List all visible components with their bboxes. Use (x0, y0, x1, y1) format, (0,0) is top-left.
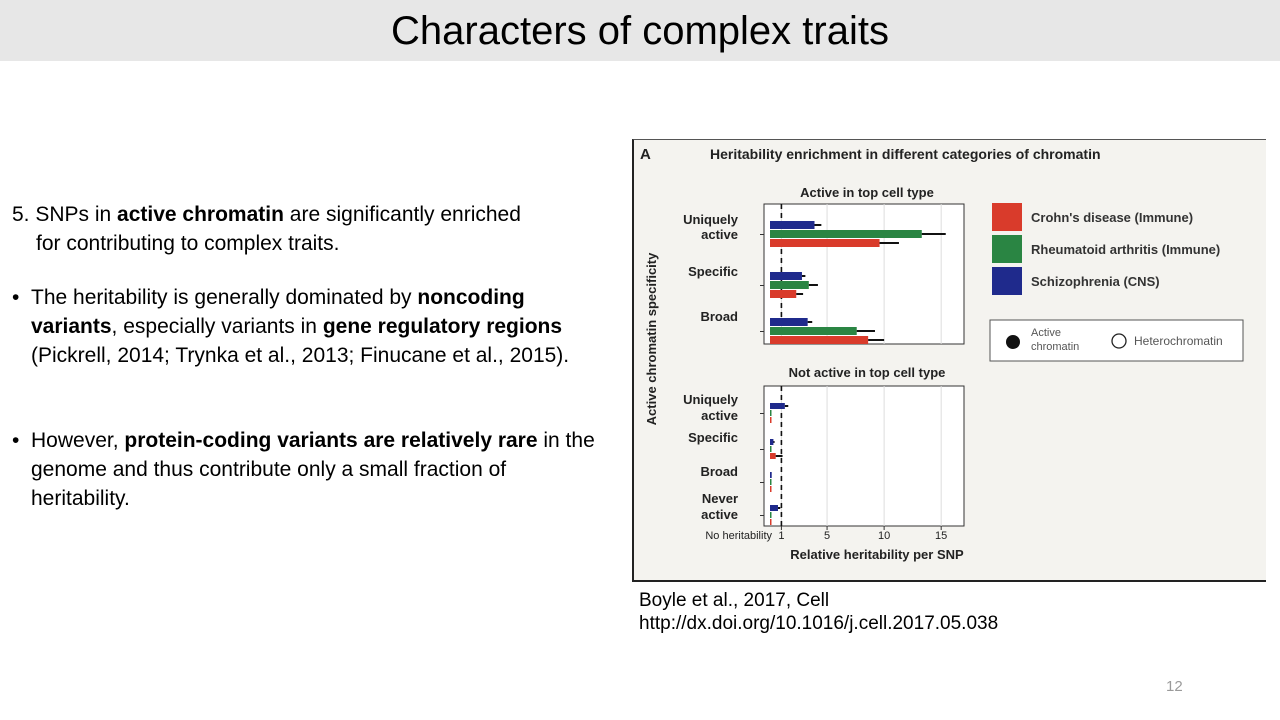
chart-title: Heritability enrichment in different cat… (710, 146, 1101, 162)
citation: Boyle et al., 2017, Cell http://dx.doi.o… (639, 589, 998, 635)
bar (770, 410, 772, 416)
bullet-2-bold-1: protein-coding variants are relatively r… (124, 429, 538, 452)
bar (770, 327, 857, 335)
bullet-2-text-2: in the genome and thus contribute only a… (31, 429, 595, 510)
bullet-1-text-2: , especially variants in (111, 315, 323, 338)
legend-swatch (992, 267, 1022, 295)
bullet-1-text-3: (Pickrell, 2014; Trynka et al., 2013; Fi… (31, 344, 570, 367)
legend-swatch (992, 203, 1022, 231)
x-tick-label: 5 (824, 530, 830, 542)
bar (770, 439, 774, 445)
citation-reference: Boyle et al., 2017, Cell (639, 590, 830, 611)
x-tick-label: 15 (935, 530, 947, 542)
bar (770, 479, 772, 485)
bullet-protein-coding: • However, protein-coding variants are r… (12, 426, 610, 513)
citation-doi: http://dx.doi.org/10.1016/j.cell.2017.05… (639, 613, 999, 634)
x-zero-label: No heritability (705, 530, 772, 542)
bullet-1-bold-2: gene regulatory regions (322, 315, 563, 338)
category-label: active (701, 408, 738, 423)
bar (770, 230, 922, 238)
title-bar (0, 0, 1280, 61)
marker-legend-label: Active (1031, 327, 1061, 339)
bullet-noncoding: • The heritability is generally dominate… (12, 283, 610, 370)
bar (770, 446, 772, 452)
bar (770, 417, 772, 423)
bullet-1-bold-1: noncoding variants (31, 286, 525, 338)
slide-title: Characters of complex traits (391, 9, 889, 53)
point-5: 5. SNPs in active chromatin are signific… (12, 200, 612, 258)
bullet-2-text-1: However, (31, 429, 125, 452)
bar (770, 505, 778, 511)
plot-area (763, 385, 965, 527)
category-label: active (701, 507, 738, 522)
panel-letter: A (640, 146, 651, 163)
bar (770, 336, 869, 344)
point-5-suffix: are significantly enriched (283, 203, 521, 226)
panel-title: Active in top cell type (800, 185, 934, 200)
point-5-prefix: 5. SNPs in (12, 203, 118, 226)
bar (770, 272, 802, 280)
legend-swatch (992, 235, 1022, 263)
bar (770, 472, 772, 478)
bar (770, 512, 772, 518)
point-5-bold: active chromatin (117, 203, 284, 226)
legend-label: Schizophrenia (CNS) (1031, 274, 1160, 289)
category-label: Uniquely (683, 212, 739, 227)
bar (770, 318, 808, 326)
bar (770, 239, 880, 247)
bullet-marker: • (12, 286, 20, 309)
heterochromatin-marker (1111, 333, 1127, 349)
bar (770, 281, 809, 289)
category-label: active (701, 227, 738, 242)
bullet-1-text-1: The heritability is generally dominated … (31, 286, 418, 309)
bar (770, 290, 797, 298)
bar (770, 403, 785, 409)
heritability-chart: A Heritability enrichment in different ca… (640, 146, 1244, 562)
panel-title: Not active in top cell type (789, 365, 946, 380)
bullet-marker: • (12, 429, 20, 452)
bar (770, 453, 776, 459)
category-label: Specific (688, 264, 738, 279)
active-chromatin-marker (1006, 335, 1020, 349)
marker-legend-label: Heterochromatin (1134, 334, 1223, 348)
y-axis-label: Active chromatin specificity (644, 252, 659, 425)
category-label: Specific (688, 430, 738, 445)
category-label: Broad (700, 464, 738, 479)
point-5-line2: for contributing to complex traits. (36, 232, 340, 255)
category-label: Broad (700, 309, 738, 324)
category-label: Uniquely (683, 392, 739, 407)
category-label: Never (702, 491, 738, 506)
page-number: 12 (1166, 678, 1183, 695)
bar (770, 486, 772, 492)
x-tick-label: 10 (878, 530, 890, 542)
bar (770, 519, 772, 525)
x-tick-label: 1 (778, 530, 784, 542)
figure-panel: A Heritability enrichment in different ca… (632, 139, 1266, 582)
x-axis-label: Relative heritability per SNP (790, 547, 964, 562)
bar (770, 221, 815, 229)
legend-label: Rheumatoid arthritis (Immune) (1031, 242, 1220, 257)
legend-label: Crohn's disease (Immune) (1031, 210, 1193, 225)
marker-legend-label: chromatin (1031, 341, 1079, 353)
